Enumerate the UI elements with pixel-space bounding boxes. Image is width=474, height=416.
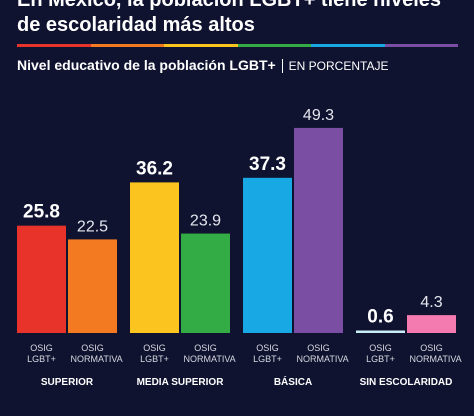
category-label: MEDIA SUPERIOR bbox=[136, 377, 224, 388]
value-label: 37.3 bbox=[249, 154, 286, 175]
value-label: 4.3 bbox=[420, 294, 442, 311]
bar bbox=[407, 315, 456, 333]
value-label: 23.9 bbox=[190, 213, 221, 230]
series-label: OSIG NORMATIVA bbox=[296, 343, 349, 364]
subtitle-row: Nivel educativo de la población LGBT+ EN … bbox=[17, 57, 388, 73]
series-label: OSIG NORMATIVA bbox=[409, 343, 462, 364]
series-label: OSIG LGBT+ bbox=[253, 343, 282, 364]
category-label: SUPERIOR bbox=[40, 377, 94, 388]
rainbow-strip bbox=[17, 44, 458, 47]
bar bbox=[181, 233, 230, 333]
bar bbox=[68, 239, 117, 333]
value-label: 0.6 bbox=[367, 307, 393, 328]
value-label: 22.5 bbox=[77, 218, 108, 235]
chart-title: En México, la población LGBT+ tiene nive… bbox=[17, 0, 441, 36]
bar bbox=[356, 330, 405, 333]
value-label: 36.2 bbox=[136, 158, 173, 179]
bar bbox=[243, 177, 292, 333]
series-label: OSIG LGBT+ bbox=[27, 343, 56, 364]
category-label: BÁSICA bbox=[273, 377, 313, 388]
series-label: OSIG LGBT+ bbox=[140, 343, 169, 364]
bar bbox=[17, 225, 66, 333]
value-label: 49.3 bbox=[303, 107, 334, 124]
series-label: OSIG NORMATIVA bbox=[183, 343, 236, 364]
value-label: 25.8 bbox=[23, 202, 60, 223]
series-label: OSIG NORMATIVA bbox=[70, 343, 123, 364]
unit: EN PORCENTAJE bbox=[281, 59, 388, 73]
subtitle: Nivel educativo de la población LGBT+ bbox=[17, 57, 276, 73]
series-label: OSIG LGBT+ bbox=[366, 343, 395, 364]
bar bbox=[130, 182, 179, 333]
bar bbox=[294, 127, 343, 333]
category-label: SIN ESCOLARIDAD bbox=[359, 377, 453, 388]
